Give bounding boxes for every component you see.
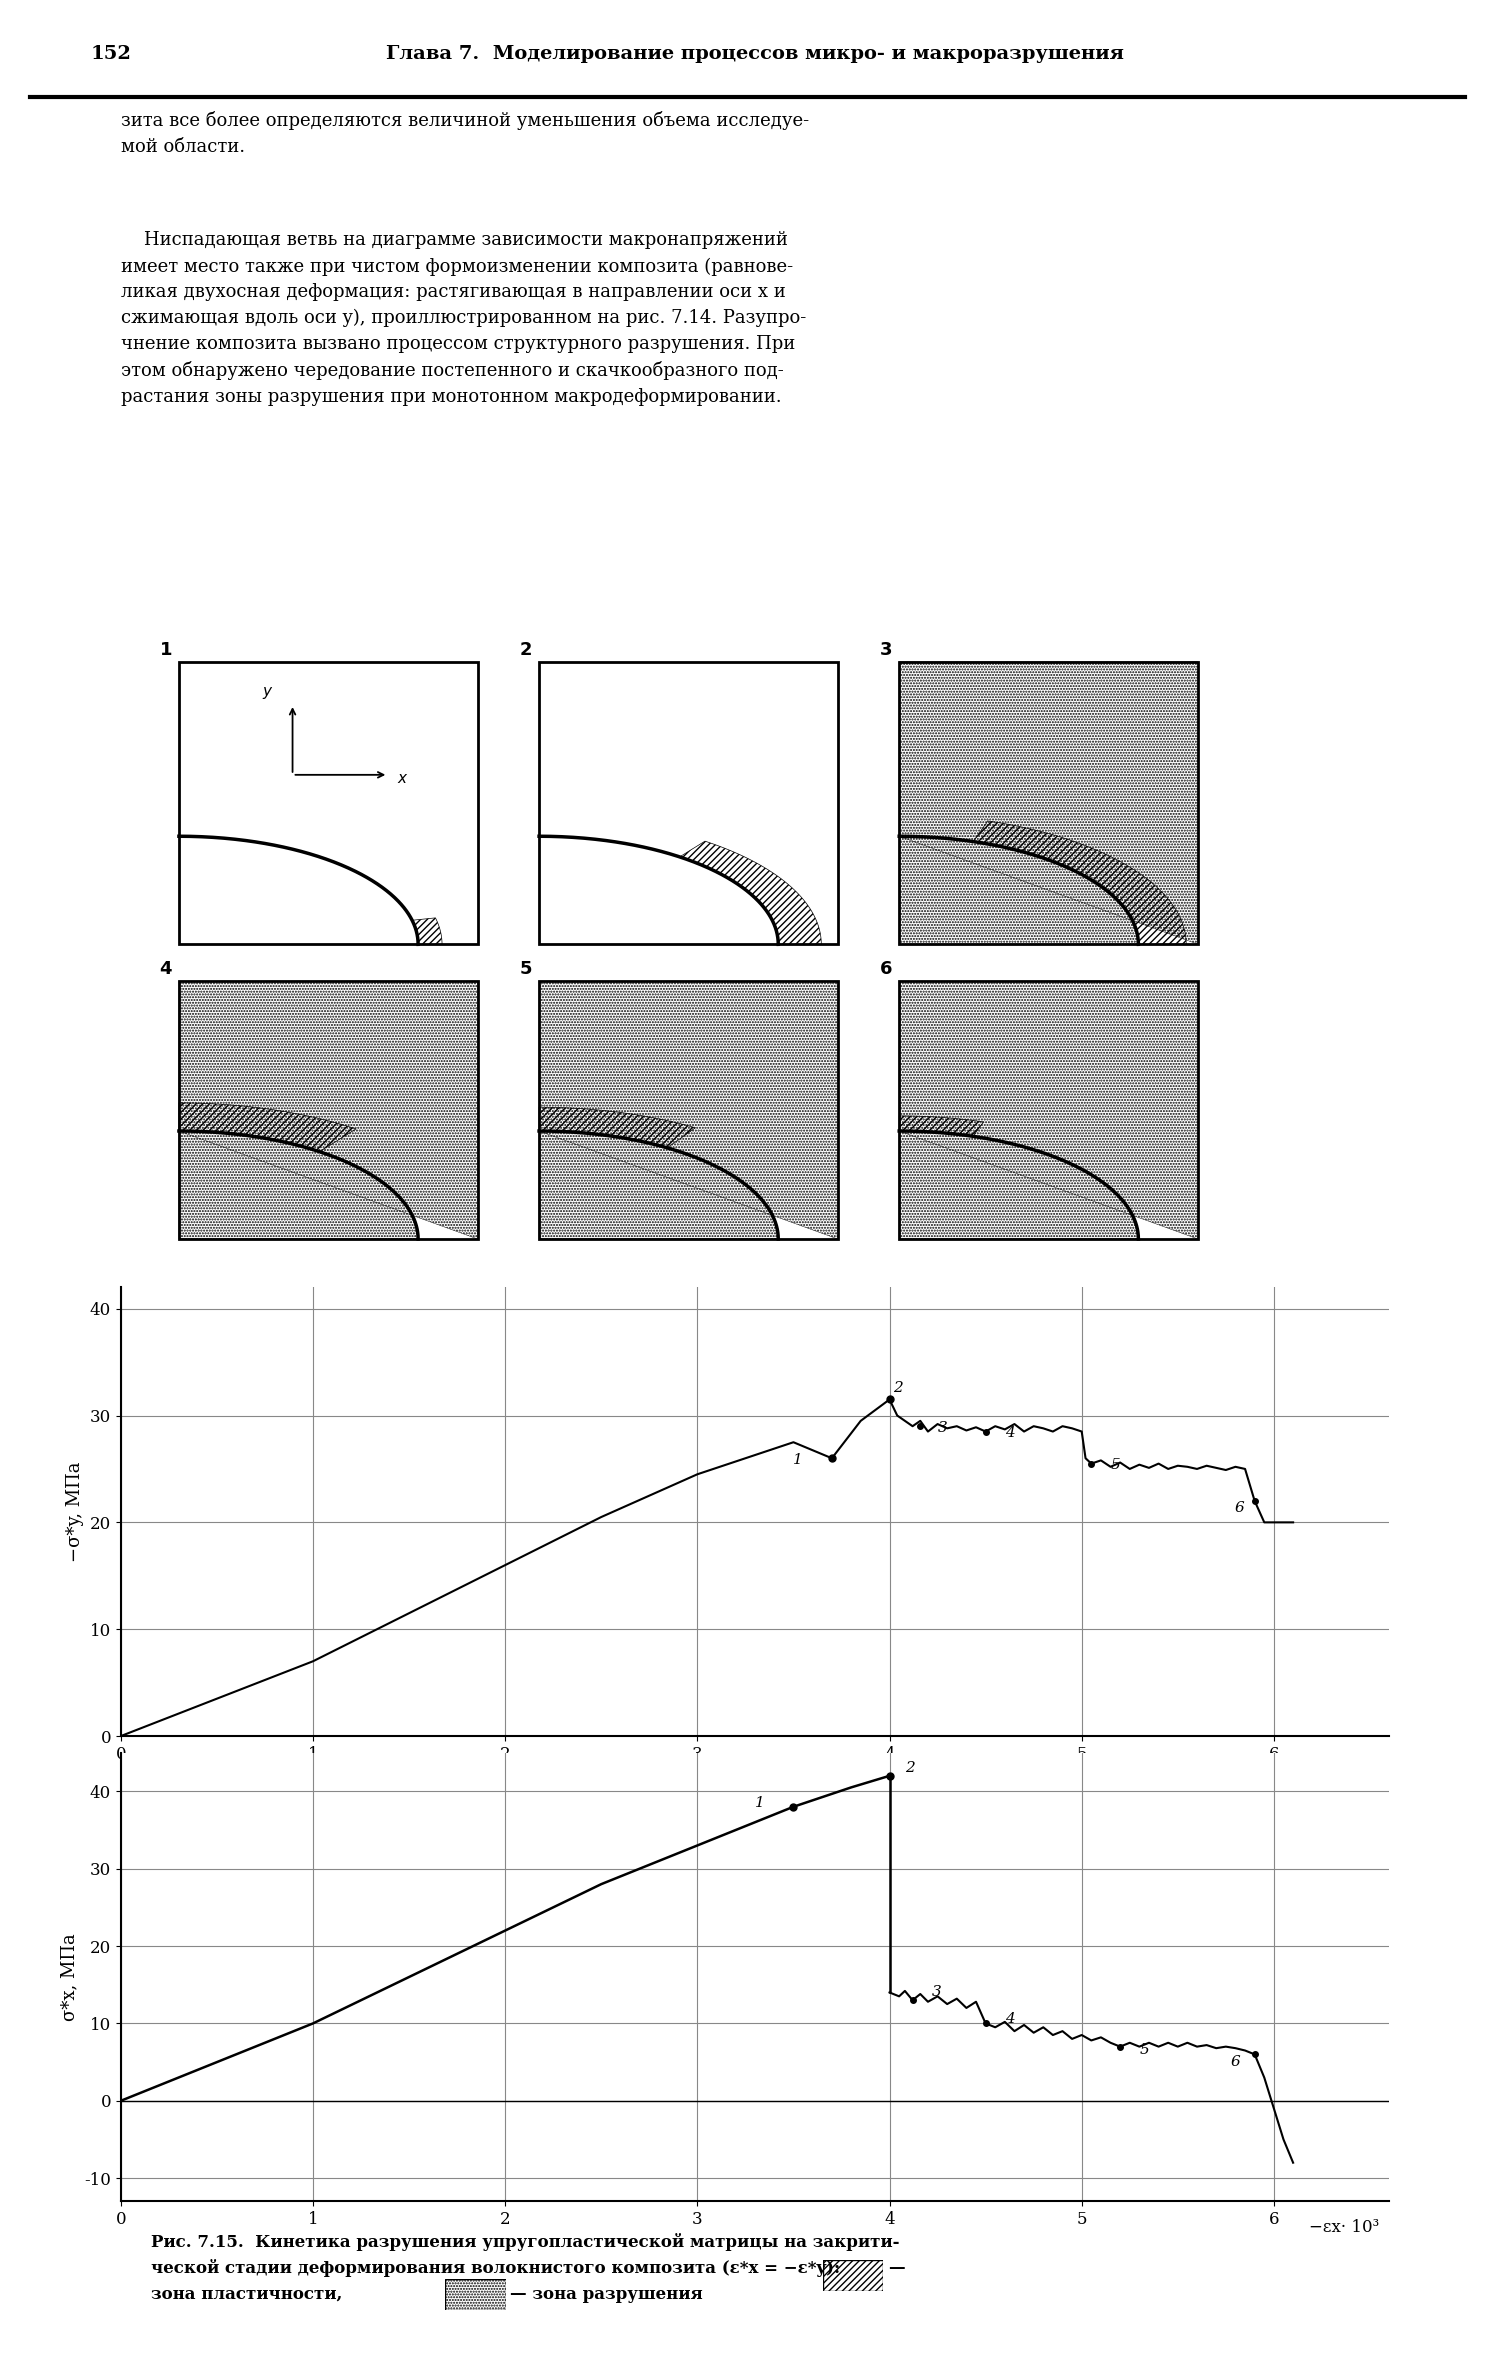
Text: 4: 4 bbox=[160, 959, 172, 978]
Bar bbox=[900, 661, 1199, 945]
Text: 2: 2 bbox=[519, 640, 532, 659]
Text: ческой стадии деформирования волокнистого композита (ε*x = −ε*y):: ческой стадии деформирования волокнистог… bbox=[151, 2258, 840, 2277]
Text: −εx· 10³: −εx· 10³ bbox=[1309, 2220, 1380, 2237]
Text: зона пластичности,: зона пластичности, bbox=[151, 2286, 343, 2303]
Text: x: x bbox=[397, 772, 406, 787]
Text: зита все более определяются величиной уменьшения объема исследуе-
мой области.: зита все более определяются величиной ум… bbox=[121, 111, 809, 156]
Text: −εy· 10³: −εy· 10³ bbox=[1309, 1760, 1380, 1779]
Text: y: y bbox=[263, 683, 272, 699]
Text: 2: 2 bbox=[904, 1762, 915, 1774]
Text: Рис. 7.15.  Кинетика разрушения упругопластической матрицы на закрити-: Рис. 7.15. Кинетика разрушения упругопла… bbox=[151, 2232, 900, 2251]
Text: 1: 1 bbox=[755, 1795, 764, 1809]
Bar bbox=[539, 980, 838, 1240]
Bar bbox=[180, 980, 477, 1240]
Text: 5: 5 bbox=[1140, 2043, 1149, 2057]
Text: 2: 2 bbox=[894, 1382, 903, 1396]
Text: — зона разрушения: — зона разрушения bbox=[510, 2286, 704, 2303]
Text: 6: 6 bbox=[1234, 1500, 1244, 1514]
Bar bbox=[180, 661, 477, 945]
Text: 5: 5 bbox=[1110, 1457, 1120, 1472]
Text: —: — bbox=[888, 2260, 904, 2277]
Text: 3: 3 bbox=[880, 640, 892, 659]
Y-axis label: σ*x, МПа: σ*x, МПа bbox=[60, 1932, 79, 2022]
Text: 3: 3 bbox=[932, 1986, 942, 1998]
Text: 4: 4 bbox=[1004, 1427, 1015, 1441]
Text: 1: 1 bbox=[793, 1453, 803, 1467]
Bar bbox=[539, 661, 838, 945]
Text: 6: 6 bbox=[1231, 2055, 1240, 2069]
Text: 152: 152 bbox=[91, 45, 131, 64]
Text: 1: 1 bbox=[160, 640, 172, 659]
Text: 4: 4 bbox=[1004, 2012, 1015, 2027]
Text: Глава 7.  Моделирование процессов микро- и макроразрушения: Глава 7. Моделирование процессов микро- … bbox=[387, 45, 1123, 64]
Text: 3: 3 bbox=[938, 1420, 947, 1434]
Bar bbox=[900, 980, 1199, 1240]
Text: Ниспадающая ветвь на диаграмме зависимости макронапряжений
имеет место также при: Ниспадающая ветвь на диаграмме зависимос… bbox=[121, 231, 806, 406]
Y-axis label: −σ*y, МПа: −σ*y, МПа bbox=[66, 1462, 85, 1561]
Text: 5: 5 bbox=[519, 959, 532, 978]
Text: 6: 6 bbox=[880, 959, 892, 978]
